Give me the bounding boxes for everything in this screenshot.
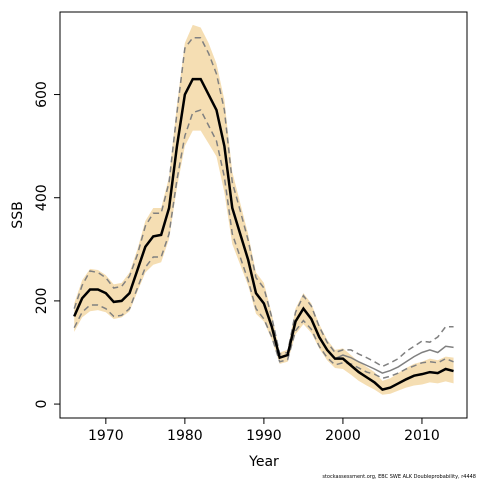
x-axis-label: Year [248, 454, 279, 470]
series-line [73, 78, 454, 374]
footnote: stockassessment.org, EBC SWE ALK Doublep… [322, 474, 476, 480]
series-line [73, 77, 454, 392]
x-tick-label: 1970 [88, 428, 124, 444]
series-line [73, 37, 454, 368]
series-line [73, 109, 454, 380]
x-tick-label: 2010 [404, 428, 440, 444]
confidence-band [74, 24, 454, 395]
y-tick-label: 600 [34, 81, 50, 108]
x-tick-label: 1990 [246, 428, 282, 444]
y-tick-label: 0 [34, 400, 50, 409]
y-tick-label: 400 [34, 184, 50, 211]
x-tick-label: 2000 [325, 428, 361, 444]
x-tick-label: 1980 [167, 428, 203, 444]
y-axis-label: SSB [10, 201, 26, 228]
y-tick-label: 200 [34, 288, 50, 315]
plot-frame [59, 11, 468, 419]
